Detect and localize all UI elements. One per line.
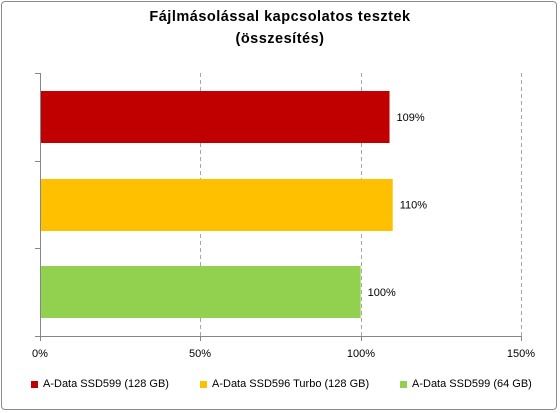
bars [40, 91, 393, 318]
legend-item-ssd596-turbo-128: A-Data SSD596 Turbo (128 GB) [200, 378, 369, 390]
bar-3 [40, 266, 361, 318]
labels: 0% 50% 100% 150% 109% 110% 100% [32, 112, 535, 360]
chart-title-line-2: (összesítés) [235, 31, 325, 47]
x-tick-label: 100% [347, 348, 375, 360]
axes [35, 73, 522, 341]
legend-swatch [200, 380, 207, 388]
legend-item-ssd599-128: A-Data SSD599 (128 GB) [31, 378, 169, 390]
x-tick-label: 150% [507, 348, 535, 360]
x-tick-label: 50% [189, 348, 211, 360]
legend-swatch [400, 380, 407, 388]
bar-data-label: 109% [397, 112, 425, 124]
legend: A-Data SSD599 (128 GB) A-Data SSD596 Tur… [0, 378, 560, 394]
bar-2 [40, 179, 393, 231]
chart-title-line-1: Fájlmásolással kapcsolatos tesztek [149, 9, 411, 25]
x-tick-label: 0% [32, 348, 48, 360]
legend-label: A-Data SSD599 (64 GB) [412, 378, 532, 390]
bar-data-label: 110% [400, 200, 428, 212]
legend-label: A-Data SSD599 (128 GB) [43, 378, 169, 390]
bar-data-label: 100% [368, 287, 396, 299]
legend-item-ssd599-64: A-Data SSD599 (64 GB) [400, 378, 532, 390]
legend-swatch [31, 380, 38, 388]
legend-label: A-Data SSD596 Turbo (128 GB) [212, 378, 370, 390]
bar-1 [40, 91, 390, 143]
